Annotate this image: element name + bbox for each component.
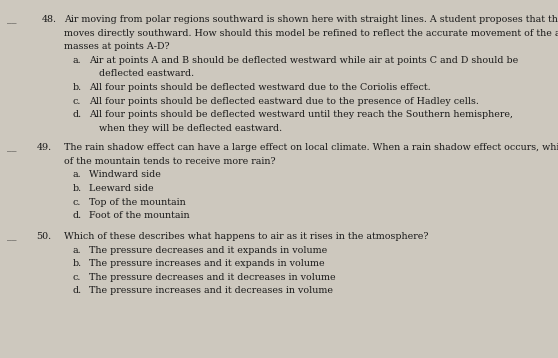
Text: All four points should be deflected westward until they reach the Southern hemis: All four points should be deflected west… xyxy=(89,110,513,119)
Text: Which of these describes what happens to air as it rises in the atmosphere?: Which of these describes what happens to… xyxy=(64,232,429,241)
Text: __: __ xyxy=(7,143,16,152)
Text: d.: d. xyxy=(73,110,81,119)
Text: Windward side: Windward side xyxy=(89,170,161,179)
Text: __: __ xyxy=(7,232,16,241)
Text: a.: a. xyxy=(73,170,81,179)
Text: The pressure increases and it decreases in volume: The pressure increases and it decreases … xyxy=(89,286,333,295)
Text: __: __ xyxy=(7,15,16,24)
Text: 48.: 48. xyxy=(42,15,57,24)
Text: Top of the mountain: Top of the mountain xyxy=(89,198,186,207)
Text: The pressure decreases and it expands in volume: The pressure decreases and it expands in… xyxy=(89,246,328,255)
Text: b.: b. xyxy=(73,83,81,92)
Text: 49.: 49. xyxy=(36,143,51,152)
Text: of the mountain tends to receive more rain?: of the mountain tends to receive more ra… xyxy=(64,157,276,166)
Text: c.: c. xyxy=(73,198,81,207)
Text: a.: a. xyxy=(73,246,81,255)
Text: d.: d. xyxy=(73,211,81,220)
Text: masses at points A-D?: masses at points A-D? xyxy=(64,42,170,51)
Text: The rain shadow effect can have a large effect on local climate. When a rain sha: The rain shadow effect can have a large … xyxy=(64,143,558,152)
Text: c.: c. xyxy=(73,273,81,282)
Text: moves directly southward. How should this model be refined to reflect the accura: moves directly southward. How should thi… xyxy=(64,29,558,38)
Text: deflected eastward.: deflected eastward. xyxy=(99,69,194,78)
Text: All four points should be deflected westward due to the Coriolis effect.: All four points should be deflected west… xyxy=(89,83,431,92)
Text: c.: c. xyxy=(73,97,81,106)
Text: b.: b. xyxy=(73,259,81,268)
Text: All four points should be deflected eastward due to the presence of Hadley cells: All four points should be deflected east… xyxy=(89,97,479,106)
Text: Air at points A and B should be deflected westward while air at points C and D s: Air at points A and B should be deflecte… xyxy=(89,56,518,65)
Text: Foot of the mountain: Foot of the mountain xyxy=(89,211,190,220)
Text: when they will be deflected eastward.: when they will be deflected eastward. xyxy=(99,124,282,133)
Text: Air moving from polar regions southward is shown here with straight lines. A stu: Air moving from polar regions southward … xyxy=(64,15,558,24)
Text: The pressure decreases and it decreases in volume: The pressure decreases and it decreases … xyxy=(89,273,336,282)
Text: a.: a. xyxy=(73,56,81,65)
Text: The pressure increases and it expands in volume: The pressure increases and it expands in… xyxy=(89,259,325,268)
Text: Leeward side: Leeward side xyxy=(89,184,154,193)
Text: b.: b. xyxy=(73,184,81,193)
Text: d.: d. xyxy=(73,286,81,295)
Text: 50.: 50. xyxy=(36,232,51,241)
